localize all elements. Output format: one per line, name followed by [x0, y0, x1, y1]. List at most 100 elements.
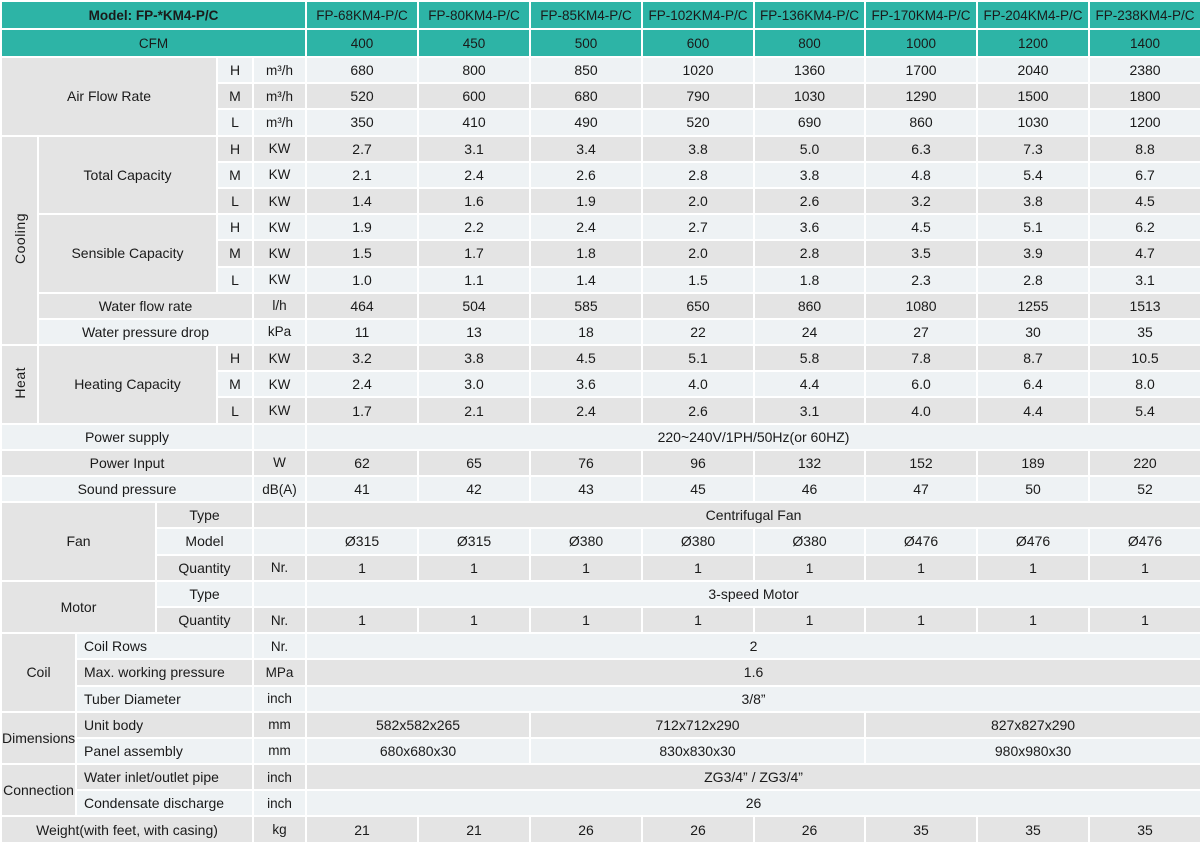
- data-cell: 4.5: [1088, 186, 1200, 216]
- data-cell: 2.4: [529, 396, 644, 425]
- data-cell: 2.7: [641, 213, 756, 242]
- data-cell: 18: [529, 317, 644, 347]
- data-cell: 410: [417, 108, 532, 137]
- data-cell: 830x830x30: [529, 736, 867, 766]
- data-cell: 2.1: [305, 160, 420, 189]
- data-cell: 6.7: [1088, 160, 1200, 189]
- data-cell: 860: [864, 108, 979, 137]
- data-cell: Ø315: [305, 527, 420, 556]
- data-cell: 21: [305, 815, 420, 844]
- data-cell: 3.0: [417, 370, 532, 399]
- data-cell: 47: [864, 474, 979, 504]
- data-cell: 1.1: [417, 265, 532, 294]
- header-cell: 1200: [976, 28, 1091, 58]
- data-cell: 1.6: [305, 658, 1200, 687]
- data-cell: 3.4: [529, 134, 644, 163]
- unit-label: KW: [251, 213, 308, 242]
- header-cell: FP-80KM4-P/C: [417, 0, 532, 30]
- data-cell: Ø380: [641, 527, 756, 556]
- data-cell: 464: [305, 291, 420, 320]
- data-cell: 8.0: [1088, 370, 1200, 399]
- data-cell: 3.6: [529, 370, 644, 399]
- data-cell: 6.3: [864, 134, 979, 163]
- data-cell: 3.2: [864, 186, 979, 216]
- data-cell: 1: [1088, 553, 1200, 582]
- header-cell: FP-102KM4-P/C: [641, 0, 756, 30]
- unit-label: inch: [251, 684, 308, 713]
- header-cell: 800: [753, 28, 867, 58]
- data-cell: 3.1: [417, 134, 532, 163]
- header-cell: 600: [641, 28, 756, 58]
- header-cell: CFM: [0, 28, 308, 58]
- data-cell: 4.0: [864, 396, 979, 425]
- data-cell: 1.5: [641, 265, 756, 294]
- data-cell: 26: [529, 815, 644, 844]
- data-cell: 3.8: [976, 186, 1091, 216]
- data-cell: 712x712x290: [529, 710, 867, 739]
- data-cell: 2040: [976, 55, 1091, 85]
- data-cell: 2380: [1088, 55, 1200, 85]
- data-cell: 1.8: [529, 239, 644, 268]
- header-cell: FP-85KM4-P/C: [529, 0, 644, 30]
- unit-label: KW: [251, 134, 308, 163]
- row-label: Water flow rate: [37, 291, 254, 320]
- data-cell: 27: [864, 317, 979, 347]
- data-cell: 26: [641, 815, 756, 844]
- data-cell: 1700: [864, 55, 979, 85]
- row-label: Water inlet/outlet pipe: [75, 763, 254, 792]
- row-label: Water pressure drop: [37, 317, 254, 347]
- data-cell: 2.7: [305, 134, 420, 163]
- data-cell: 1.8: [753, 265, 867, 294]
- speed-level-label: M: [216, 82, 254, 111]
- row-label: Power Input: [0, 448, 254, 478]
- data-cell: 35: [1088, 815, 1200, 844]
- speed-level-label: M: [216, 239, 254, 268]
- data-cell: 3.9: [976, 239, 1091, 268]
- data-cell: 52: [1088, 474, 1200, 504]
- unit-label: mm: [251, 736, 308, 766]
- header-cell: 500: [529, 28, 644, 58]
- data-cell: 7.8: [864, 344, 979, 373]
- data-cell: 3.8: [641, 134, 756, 163]
- data-cell: 4.7: [1088, 239, 1200, 268]
- data-cell: 4.0: [641, 370, 756, 399]
- row-label: Max. working pressure: [75, 658, 254, 687]
- data-cell: 46: [753, 474, 867, 504]
- vertical-label-text: Cooling: [11, 213, 28, 265]
- speed-level-label: H: [216, 213, 254, 242]
- data-cell: 980x980x30: [864, 736, 1200, 766]
- data-cell: 1: [864, 553, 979, 582]
- data-cell: 1500: [976, 82, 1091, 111]
- data-cell: 189: [976, 448, 1091, 478]
- data-cell: 2.0: [641, 186, 756, 216]
- unit-label: Nr.: [251, 553, 308, 582]
- data-cell: 2.6: [753, 186, 867, 216]
- unit-label: Nr.: [251, 632, 308, 661]
- data-cell: 6.4: [976, 370, 1091, 399]
- data-cell: 2.4: [529, 213, 644, 242]
- header-cell: FP-204KM4-P/C: [976, 0, 1091, 30]
- data-cell: 680x680x30: [305, 736, 532, 766]
- data-cell: 8.7: [976, 344, 1091, 373]
- data-cell: 1: [753, 553, 867, 582]
- data-cell: 1800: [1088, 82, 1200, 111]
- unit-label: KW: [251, 265, 308, 294]
- unit-label: Nr.: [251, 605, 308, 635]
- data-cell: 5.0: [753, 134, 867, 163]
- data-cell: 1: [305, 605, 420, 635]
- data-cell: 2.2: [417, 213, 532, 242]
- data-cell: 490: [529, 108, 644, 137]
- data-cell: 65: [417, 448, 532, 478]
- data-cell: 504: [417, 291, 532, 320]
- data-cell: 1030: [976, 108, 1091, 137]
- unit-label: MPa: [251, 658, 308, 687]
- data-cell: 1200: [1088, 108, 1200, 137]
- header-cell: 450: [417, 28, 532, 58]
- data-cell: 1: [753, 605, 867, 635]
- data-cell: 3.1: [753, 396, 867, 425]
- data-cell: 24: [753, 317, 867, 347]
- data-cell: 600: [417, 82, 532, 111]
- data-cell: 2.3: [864, 265, 979, 294]
- unit-label: m³/h: [251, 108, 308, 137]
